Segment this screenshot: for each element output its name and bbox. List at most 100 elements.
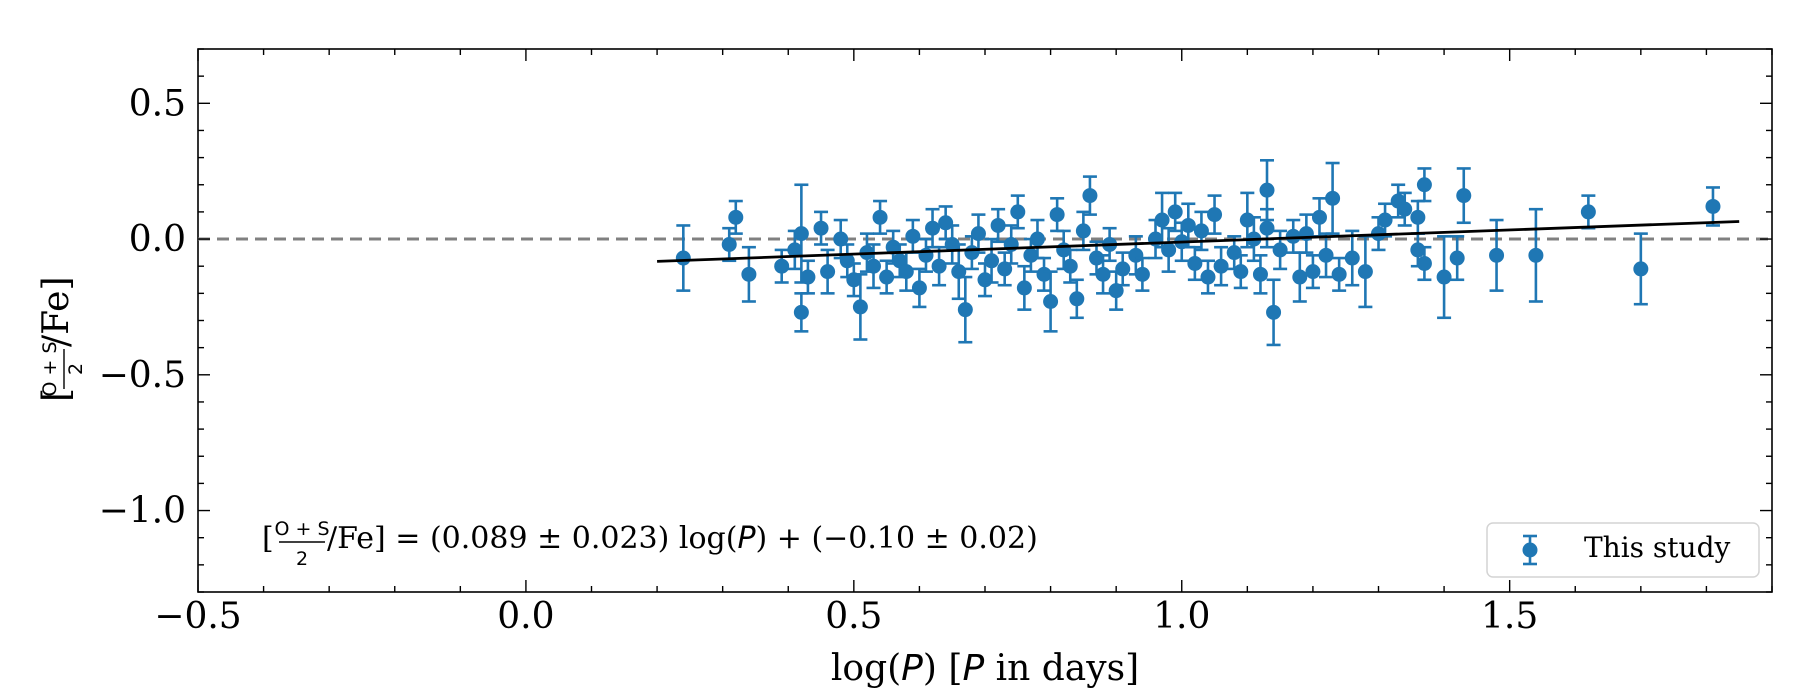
point-marker xyxy=(1082,188,1098,204)
data-point xyxy=(1082,175,1098,216)
point-marker xyxy=(1200,269,1216,285)
point-marker xyxy=(1023,247,1039,263)
point-marker xyxy=(1115,261,1131,277)
point-marker xyxy=(1436,269,1452,285)
point-marker xyxy=(1134,266,1150,282)
data-point xyxy=(1213,245,1229,287)
point-marker xyxy=(1043,293,1059,309)
svg-text:O + S: O + S xyxy=(39,341,61,396)
point-marker xyxy=(1633,261,1649,277)
data-point xyxy=(1305,254,1321,290)
data-point xyxy=(813,210,829,246)
x-tick-label: 0.0 xyxy=(497,596,554,637)
data-point xyxy=(1325,161,1341,235)
data-point xyxy=(1161,226,1177,273)
point-marker xyxy=(1108,283,1124,299)
data-point xyxy=(774,248,790,284)
fit-line-layer xyxy=(657,220,1740,263)
point-marker xyxy=(1036,266,1052,282)
point-marker xyxy=(1416,177,1432,193)
point-marker xyxy=(1489,247,1505,263)
data-point xyxy=(970,213,986,254)
data-point xyxy=(820,248,836,295)
data-point xyxy=(911,267,927,309)
point-marker xyxy=(898,264,914,280)
point-marker xyxy=(1285,228,1301,244)
data-point xyxy=(984,237,1000,284)
legend-box xyxy=(1486,522,1760,578)
data-point xyxy=(1331,256,1347,292)
data-point xyxy=(741,245,757,303)
y-tick-label: −0.5 xyxy=(99,355,186,396)
point-marker xyxy=(793,226,809,242)
data-point xyxy=(1193,210,1209,252)
point-marker xyxy=(793,304,809,320)
x-tick-label: 1.0 xyxy=(1153,596,1210,637)
x-tick-label: 0.5 xyxy=(825,596,882,637)
data-point xyxy=(872,199,888,235)
fit-line xyxy=(657,220,1740,263)
data-point xyxy=(866,243,882,290)
point-marker xyxy=(1416,255,1432,271)
point-marker xyxy=(1259,220,1275,236)
x-tick-labels: −0.5 0.0 0.5 1.0 1.5 xyxy=(154,596,1538,637)
svg-text:2: 2 xyxy=(65,363,87,375)
point-marker xyxy=(1325,190,1341,206)
point-marker xyxy=(990,217,1006,233)
svg-text:2: 2 xyxy=(296,548,308,570)
point-marker xyxy=(1456,188,1472,204)
point-marker xyxy=(1016,280,1032,296)
point-marker xyxy=(833,231,849,247)
point-marker xyxy=(905,228,921,244)
fit-equation: [ O + S 2 /Fe] = (0.089 ± 0.023) log(P) … xyxy=(262,518,1038,570)
point-marker xyxy=(1705,198,1721,214)
point-marker xyxy=(1410,242,1426,258)
svg-text:O + S: O + S xyxy=(274,518,329,540)
point-marker xyxy=(866,258,882,274)
data-point xyxy=(1200,259,1216,295)
point-marker xyxy=(977,272,993,288)
point-marker xyxy=(1193,223,1209,239)
point-marker xyxy=(675,250,691,266)
point-marker xyxy=(1410,209,1426,225)
svg-text:/Fe] = (0.089 ± 0.023) log(P): /Fe] = (0.089 ± 0.023) log(P) + (−0.10 ±… xyxy=(327,521,1038,556)
data-point xyxy=(1344,229,1360,287)
legend-label: This study xyxy=(1584,531,1731,564)
data-point xyxy=(1449,235,1465,282)
point-marker xyxy=(1377,212,1393,228)
data-point xyxy=(1705,186,1721,227)
point-marker xyxy=(1154,212,1170,228)
x-axis-label: log(P) [P in days] xyxy=(831,648,1139,689)
point-marker xyxy=(925,220,941,236)
point-marker xyxy=(813,220,829,236)
point-marker xyxy=(1344,250,1360,266)
point-marker xyxy=(1311,209,1327,225)
point-marker xyxy=(872,209,888,225)
data-point xyxy=(1154,191,1170,249)
point-marker xyxy=(970,226,986,242)
data-point xyxy=(1416,245,1432,282)
data-point xyxy=(957,275,973,344)
point-marker xyxy=(846,272,862,288)
data-point xyxy=(1233,254,1249,290)
data-point xyxy=(1259,207,1275,249)
data-point xyxy=(1252,254,1268,295)
data-point xyxy=(852,273,868,341)
data-point xyxy=(1416,167,1432,203)
point-marker xyxy=(774,258,790,274)
data-point xyxy=(1207,194,1223,235)
point-marker xyxy=(1357,264,1373,280)
point-marker xyxy=(892,253,908,269)
point-marker xyxy=(1029,231,1045,247)
point-marker xyxy=(1252,266,1268,282)
point-marker xyxy=(1331,266,1347,282)
y-axis-label: [ O + S 2 /Fe] xyxy=(36,277,87,403)
point-marker xyxy=(787,242,803,258)
data-point xyxy=(1397,191,1413,227)
y-tick-labels: 0.5 0.0 −0.5 −1.0 xyxy=(99,83,186,531)
data-point xyxy=(1436,235,1452,320)
point-marker xyxy=(1266,304,1282,320)
point-marker xyxy=(1226,245,1242,261)
point-marker xyxy=(1239,212,1255,228)
point-marker xyxy=(1088,250,1104,266)
